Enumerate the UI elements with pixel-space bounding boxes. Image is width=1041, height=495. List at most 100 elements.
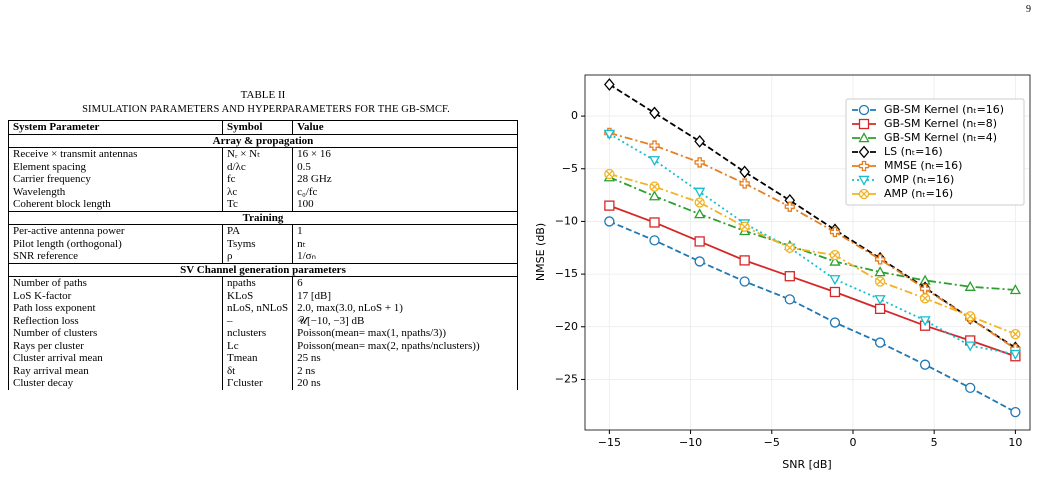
table-row: SNR reference ρ 1/σₙ bbox=[8, 250, 518, 263]
table-cell: 1 bbox=[292, 224, 518, 238]
data-point bbox=[874, 303, 886, 315]
data-point bbox=[694, 134, 706, 148]
y-tick-label: −25 bbox=[555, 372, 578, 385]
table-cell: 16 × 16 bbox=[292, 147, 518, 161]
table-cell: d/λc bbox=[221, 160, 294, 173]
legend-marker bbox=[858, 188, 870, 200]
table-cell: 6 bbox=[292, 276, 518, 290]
data-point bbox=[739, 165, 750, 179]
legend-marker bbox=[858, 160, 870, 172]
legend-label: LS (nₜ=16) bbox=[884, 145, 943, 158]
data-point bbox=[649, 140, 660, 151]
table-row: Coherent block length Tc 100 bbox=[8, 198, 518, 211]
x-tick-label: 10 bbox=[1008, 436, 1022, 449]
table-cell: Poisson(mean= max(2, npaths/nclusters)) bbox=[292, 339, 518, 352]
data-point bbox=[1009, 284, 1021, 295]
data-point bbox=[919, 293, 931, 304]
section-title: Array & propagation bbox=[8, 133, 518, 148]
series-line bbox=[608, 133, 1016, 356]
data-point bbox=[784, 201, 795, 212]
table-row: Pilot length (orthogonal) Tsyms nₜ bbox=[8, 237, 518, 250]
legend-label: AMP (nₜ=16) bbox=[884, 187, 953, 200]
data-point bbox=[739, 276, 750, 287]
plot-frame bbox=[584, 74, 1031, 431]
data-point bbox=[739, 178, 750, 189]
table-cell: Tsyms bbox=[221, 237, 294, 250]
table-cell: Element spacing bbox=[8, 160, 223, 173]
table-cell: – bbox=[221, 314, 294, 327]
data-point bbox=[965, 311, 976, 322]
table-label: TABLE II bbox=[240, 89, 286, 101]
data-point bbox=[964, 280, 976, 291]
table-cell: LoS K-factor bbox=[8, 289, 223, 302]
section-row: Training bbox=[8, 210, 518, 225]
y-tick-label: −10 bbox=[555, 214, 578, 227]
series-line bbox=[609, 173, 1016, 335]
data-point bbox=[964, 341, 976, 352]
data-point bbox=[694, 157, 705, 168]
table-cell: nLoS, nNLoS bbox=[221, 302, 294, 315]
table-cell: Lc bbox=[221, 339, 294, 352]
table-cell: Wavelength bbox=[8, 185, 223, 198]
series-line bbox=[609, 176, 1016, 291]
y-tick-label: −15 bbox=[555, 267, 578, 280]
table-cell: 0.5 bbox=[292, 160, 518, 173]
series-line bbox=[609, 204, 1016, 358]
table-cell: Pilot length (orthogonal) bbox=[8, 237, 223, 250]
data-point bbox=[784, 294, 795, 305]
legend-label: OMP (nₜ=16) bbox=[884, 173, 954, 186]
header-cell: Symbol bbox=[221, 120, 294, 135]
data-point bbox=[1010, 329, 1021, 340]
table-cell: Tmean bbox=[221, 352, 294, 365]
data-point bbox=[694, 236, 705, 247]
table-cell: ρ bbox=[221, 250, 294, 263]
table-cell: nclusters bbox=[221, 327, 294, 340]
data-point bbox=[648, 190, 661, 201]
x-tick-label: −10 bbox=[679, 436, 702, 449]
table-row: Number of paths npaths 6 bbox=[8, 276, 518, 290]
legend-label: GB-SM Kernel (nₜ=4) bbox=[884, 131, 997, 144]
data-point bbox=[965, 382, 976, 394]
table-cell: Path loss exponent bbox=[8, 302, 223, 315]
table-cell: c₀/fc bbox=[292, 185, 518, 198]
data-point bbox=[874, 276, 886, 287]
data-point bbox=[649, 106, 660, 120]
y-tick-label: −20 bbox=[555, 320, 578, 333]
data-point bbox=[694, 187, 706, 198]
legend-marker bbox=[858, 175, 870, 186]
table-cell: Receive × transmit antennas bbox=[8, 147, 223, 161]
data-point bbox=[919, 283, 931, 294]
data-point bbox=[1009, 349, 1021, 360]
table-cell: λc bbox=[221, 185, 294, 198]
table-caption: SIMULATION PARAMETERS AND HYPERPARAMETER… bbox=[82, 104, 450, 115]
table-row: Reflection loss – 𝒰[−10, −3] dB bbox=[8, 314, 518, 327]
data-point bbox=[604, 168, 615, 180]
table-row: Ray arrival mean δt 2 ns bbox=[8, 364, 518, 377]
data-point bbox=[739, 221, 750, 232]
data-point bbox=[919, 359, 931, 370]
table-cell: Rays per cluster bbox=[8, 339, 223, 352]
x-tick-label: 5 bbox=[931, 436, 938, 449]
legend-marker bbox=[858, 104, 870, 116]
table-cell: Poisson(mean= max(1, npaths/3)) bbox=[292, 327, 518, 340]
data-point bbox=[829, 275, 841, 286]
table-row: LoS K-factor KLoS 17 [dB] bbox=[8, 289, 518, 302]
table-cell: Ray arrival mean bbox=[8, 364, 223, 377]
table-row: Wavelength λc c₀/fc bbox=[8, 185, 518, 198]
table-cell: Nᵣ × Nₜ bbox=[221, 147, 294, 161]
section-title: Training bbox=[8, 210, 518, 225]
table-cell: 2.0, max(3.0, nLoS + 1) bbox=[292, 302, 518, 315]
table-cell: Reflection loss bbox=[8, 314, 223, 327]
table-row: Cluster arrival mean Tmean 25 ns bbox=[8, 352, 518, 365]
table-row: Path loss exponent nLoS, nNLoS 2.0, max(3.… bbox=[8, 302, 518, 315]
legend-marker bbox=[858, 132, 870, 143]
table-row: Carrier frequency fc 28 GHz bbox=[8, 173, 518, 186]
legend-label: MMSE (nₜ=16) bbox=[884, 159, 962, 172]
data-point bbox=[829, 317, 841, 328]
table-cell: 20 ns bbox=[292, 377, 518, 390]
data-point bbox=[1010, 406, 1021, 418]
table-cell: nₜ bbox=[292, 237, 518, 250]
data-point bbox=[829, 249, 841, 261]
data-point bbox=[603, 129, 615, 140]
table-cell: Γcluster bbox=[221, 377, 294, 390]
